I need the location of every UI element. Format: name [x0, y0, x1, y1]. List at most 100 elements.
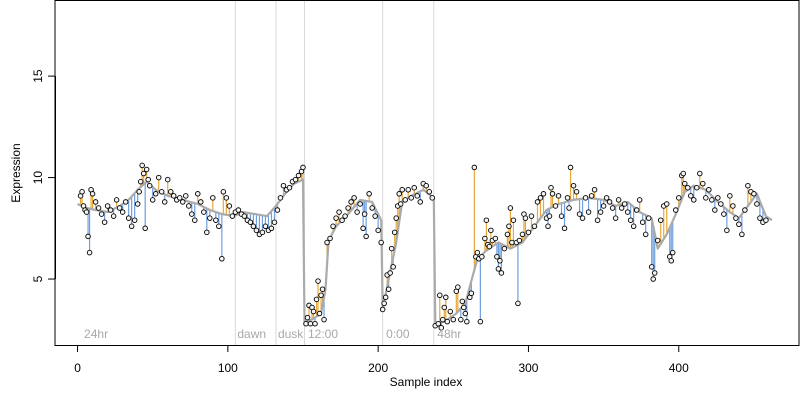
- data-point: [555, 193, 562, 199]
- data-point: [192, 217, 198, 223]
- data-point: [663, 201, 670, 207]
- data-point: [268, 225, 275, 232]
- data-point: [170, 193, 177, 199]
- data-point: [479, 253, 485, 260]
- data-point: [388, 245, 395, 252]
- data-point: [742, 207, 748, 213]
- data-point: [694, 184, 700, 191]
- data-point: [210, 195, 216, 201]
- data-point: [405, 186, 411, 193]
- data-point: [461, 304, 467, 311]
- data-point: [152, 191, 159, 197]
- data-point: [128, 223, 135, 230]
- data-point: [621, 201, 628, 207]
- data-point: [180, 199, 186, 205]
- period-labels: 24hr dawn dusk 12:00 0:00 48hr: [84, 327, 461, 341]
- data-point: [378, 239, 384, 246]
- data-point: [101, 219, 108, 225]
- data-point: [369, 205, 375, 211]
- data-point: [98, 211, 105, 217]
- data-point: [712, 207, 718, 213]
- data-point: [307, 320, 314, 327]
- data-point: [226, 203, 233, 209]
- data-point: [391, 229, 398, 236]
- data-point: [591, 186, 598, 193]
- data-point: [177, 195, 183, 201]
- data-point: [300, 164, 306, 171]
- data-point: [107, 207, 114, 213]
- data-point: [754, 201, 760, 207]
- data-point: [697, 170, 703, 177]
- data-point: [751, 191, 757, 197]
- data-point: [525, 229, 532, 236]
- data-point: [609, 205, 616, 211]
- data-point: [313, 296, 320, 303]
- data-point: [464, 318, 470, 325]
- data-point: [483, 217, 490, 223]
- data-point: [295, 172, 302, 179]
- data-point: [89, 191, 96, 197]
- data-point: [545, 223, 551, 230]
- data-point: [438, 325, 445, 331]
- data-point: [561, 225, 568, 232]
- data-point: [627, 217, 634, 223]
- data-point: [161, 199, 168, 205]
- data-point: [259, 229, 266, 236]
- data-point: [450, 316, 457, 323]
- data-point: [142, 225, 148, 232]
- data-point: [651, 270, 658, 276]
- data-point: [229, 213, 236, 219]
- data-point: [657, 217, 664, 223]
- data-point: [648, 264, 655, 270]
- data-point: [345, 205, 351, 211]
- data-point: [253, 227, 260, 234]
- data-point: [149, 197, 156, 203]
- data-point: [310, 308, 317, 315]
- period-label: 12:00: [308, 327, 338, 341]
- y-tick-label: 10: [31, 171, 45, 185]
- data-point: [673, 207, 679, 213]
- data-point: [137, 178, 144, 185]
- data-point: [79, 189, 85, 195]
- data-point: [585, 209, 592, 215]
- data-point: [459, 298, 466, 305]
- data-point: [642, 231, 649, 238]
- data-point: [437, 292, 443, 299]
- data-point: [393, 215, 399, 221]
- data-point: [411, 184, 417, 191]
- data-point: [691, 197, 697, 203]
- x-tick-label: 400: [669, 361, 689, 375]
- data-point: [274, 207, 281, 213]
- data-point: [474, 249, 481, 256]
- data-point: [155, 174, 162, 181]
- data-point: [223, 195, 230, 201]
- data-point: [688, 193, 694, 199]
- data-point: [220, 189, 227, 195]
- data-point: [534, 199, 541, 205]
- data-point: [676, 195, 682, 201]
- data-point: [140, 170, 147, 177]
- data-point: [597, 209, 604, 215]
- period-label: dawn: [237, 327, 266, 341]
- data-point: [498, 270, 505, 276]
- data-point: [618, 205, 625, 211]
- data-point: [501, 245, 508, 252]
- x-axis: 0 100 200 300 400: [74, 345, 689, 375]
- data-point: [494, 253, 500, 260]
- data-point: [443, 294, 449, 301]
- data-point: [158, 189, 165, 195]
- y-tick-label: 15: [31, 69, 45, 83]
- data-point: [204, 229, 210, 236]
- data-point: [727, 193, 733, 199]
- data-point: [402, 197, 408, 203]
- data-point: [444, 318, 451, 325]
- data-point: [189, 211, 195, 217]
- data-point: [531, 223, 538, 230]
- data-point: [680, 170, 687, 177]
- data-point: [736, 221, 742, 227]
- data-point: [83, 209, 90, 215]
- data-point: [763, 217, 769, 223]
- data-point: [385, 286, 392, 292]
- data-point: [195, 191, 201, 197]
